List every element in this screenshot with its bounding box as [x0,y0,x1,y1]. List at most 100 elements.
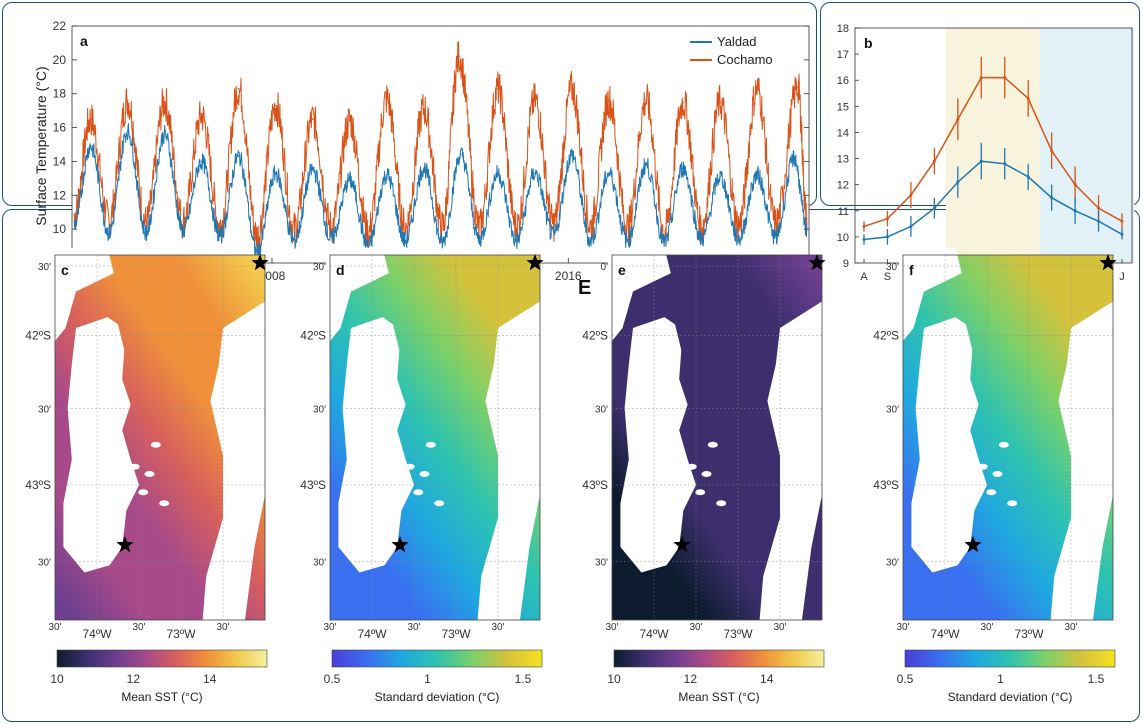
panel-a-peak-point [200,160,203,163]
map-panel-label: f [909,262,914,278]
map-lat-label: 30' [313,404,326,415]
colorbar-tick-label: 10 [607,672,621,686]
panel-b-point [1073,209,1077,213]
panel-a-peak-point [163,133,166,136]
map-panel-f: f 30' 42ºS 30' 43ºS 30' 30' 74ºW 30' 73ºW 30' 0.5 1 1… [873,247,1118,704]
map-lon-label: 30' [773,622,786,633]
map-small-island [419,471,430,477]
panel-a-peak-point [682,101,684,103]
colorbar [56,649,268,668]
panel-b-point [909,193,913,197]
map-small-island [138,489,149,496]
panel-b-point [1050,196,1054,200]
map-panel-d: d 30' 42ºS 30' 43ºS 30' 30' 74ºW 30' 73ºW 30' 0.5 1 1… [300,247,545,704]
map-lat-label: 30' [595,404,608,415]
panel-e-capital-label: E [578,277,591,299]
map-lon-label: 30' [1064,622,1077,633]
colorbar-title: Mean SST (°C) [121,690,202,704]
panel-b-point [1003,76,1007,80]
colorbar [613,649,825,668]
panel-b-xtick-label: A [860,271,868,283]
map-small-island [404,463,415,470]
map-lon-label: 30' [605,622,618,633]
panel-a-peak-point [458,55,460,58]
panel-b-point [1003,162,1007,166]
panel-b-point [979,76,983,80]
map-lat-label: 42ºS [582,328,608,342]
map-lat-label: 0' [601,262,609,273]
panel-a-peak-point [460,153,462,156]
map-small-island [434,500,445,507]
panel-a-xtick-label: 2016 [555,269,582,283]
map-lon-label: 74ºW [357,627,387,641]
map-lon-label: 30' [896,622,909,633]
map-station-star-cochamo [526,254,544,271]
map-north-land [325,247,389,347]
map-station-star-cochamo [1099,254,1117,271]
map-border [902,254,1114,621]
map-border [329,254,541,621]
colorbar-title: Mean SST (°C) [678,690,759,704]
map-north-land [607,247,671,347]
map-lon-label: 30' [980,622,993,633]
panel-a-peak-point [200,114,203,117]
map-lat-label: 30' [886,404,899,415]
map-lat-label: 43ºS [300,478,326,492]
map-lon-label: 74ºW [930,627,960,641]
colorbar-tick-label: 1 [424,672,431,686]
panel-a-peak-point [719,101,721,103]
map-panel-label: c [61,262,69,278]
map-station-star-yaldad [116,536,134,553]
panel-a-legend: Yaldad Cochamo [690,34,773,67]
panel-a-ytick-label: 10 [53,222,67,236]
panel-b-point [1026,175,1030,179]
panel-a-peak-point [163,101,166,103]
map-mainland [759,298,827,628]
panel-a-peak-point [571,87,573,90]
panel-b-label: b [864,35,873,51]
panel-a-peak-point [423,108,425,110]
panel-b-point [932,159,936,163]
colorbar [904,649,1116,668]
map-lon-label: 74ºW [82,627,112,641]
map-small-island [686,463,697,470]
panel-b-ytick-label: 10 [837,232,849,244]
panel-a: 8101214161820222004200620082010201220142… [33,19,810,283]
map-lon-label: 74ºW [639,627,669,641]
panel-a-ytick-label: 22 [53,19,67,33]
panel-a-peak-point [497,172,499,175]
colorbar-tick-label: 14 [760,672,774,686]
panel-b-point [1120,219,1124,223]
map-lon-label: 30' [132,622,145,633]
map-small-island [986,489,997,496]
map-station-star-cochamo [251,254,269,271]
panel-a-peak-point [385,174,388,176]
map-lon-label: 73ºW [166,627,196,641]
panel-b-ytick-label: 16 [837,75,849,87]
panel-a-peak-point [645,164,647,166]
map-lat-label: 43ºS [25,478,51,492]
panel-a-peak-point [348,179,351,181]
map-chiloe-island [911,317,987,573]
panel-a-peak-point [608,99,610,102]
panel-a-peak-point [89,145,92,147]
map-panel-label: e [618,262,626,278]
colorbar-tick-label: 12 [684,672,698,686]
map-lat-label: 30' [886,558,899,569]
map-border [611,254,823,621]
map-lat-label: 43ºS [582,478,608,492]
map-station-star-yaldad [964,536,982,553]
panel-b-point [885,217,889,221]
panel-b-point [1050,149,1054,153]
panel-b-xtick-label: S [884,271,891,283]
panel-a-peak-point [126,99,129,102]
panel-a-peak-point [571,153,573,156]
panel-a-label: a [80,33,88,49]
map-small-island [159,500,170,507]
panel-b-xtick-label: J [1119,271,1125,283]
map-lon-label: 73ºW [1014,627,1044,641]
panel-a-peak-point [274,104,277,107]
panel-a-peak-point [645,99,647,102]
map-small-island [998,441,1009,448]
